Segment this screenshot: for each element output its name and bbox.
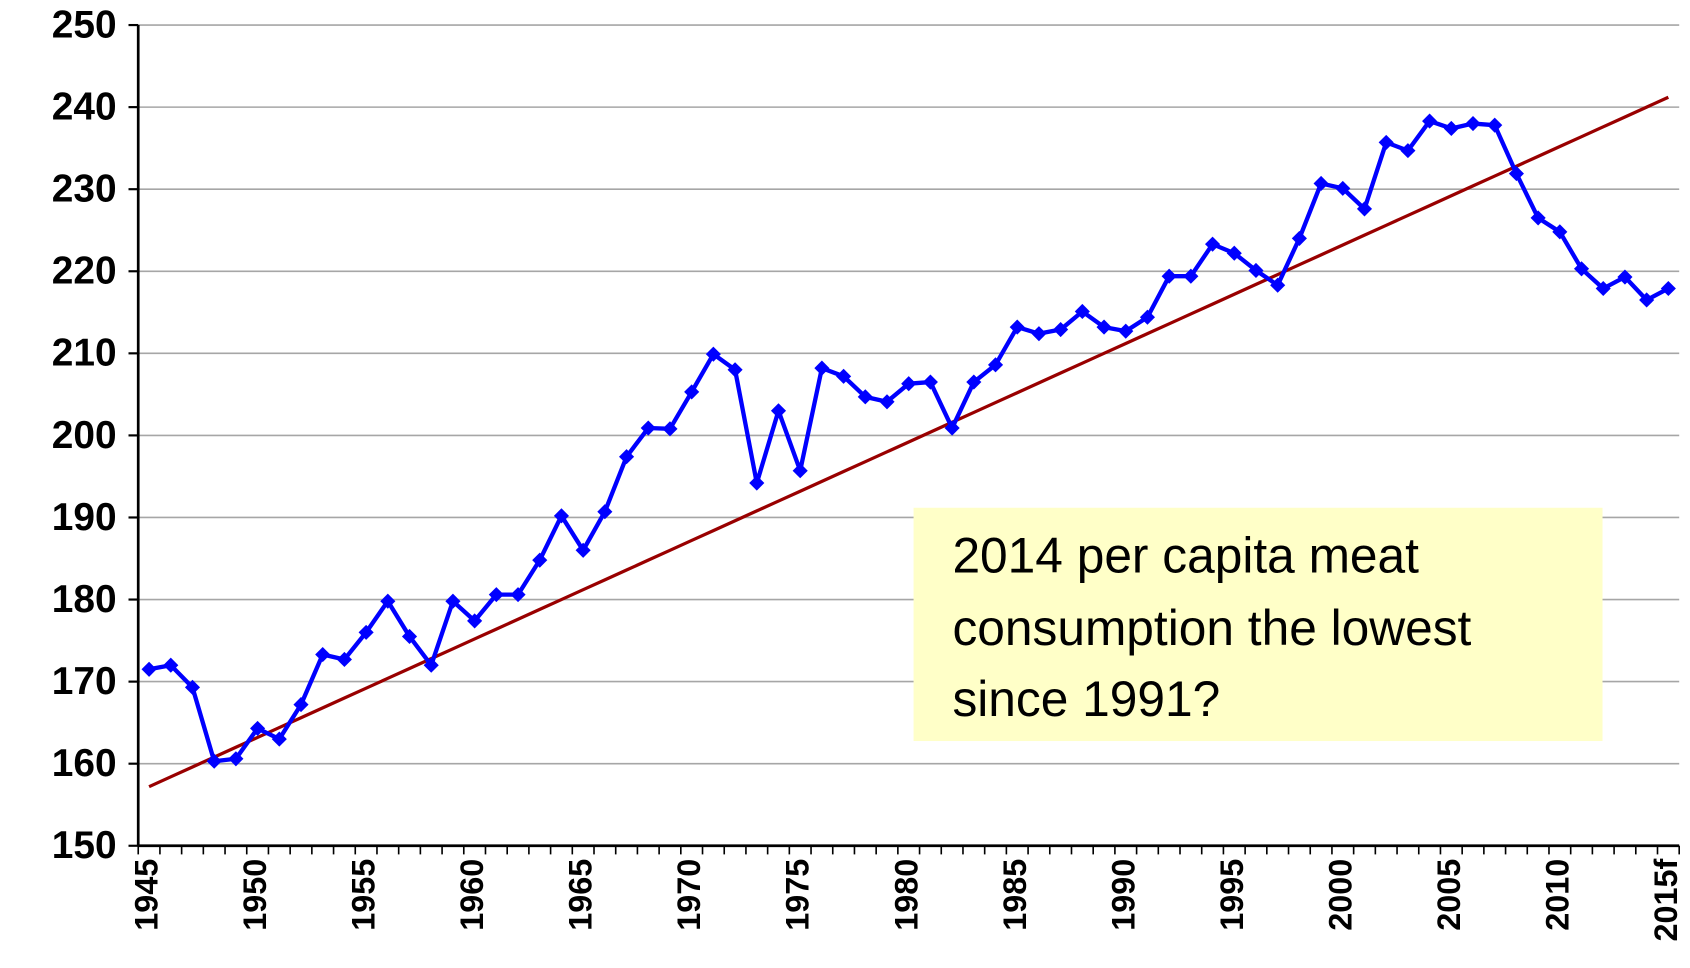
annotation-line: 2014 per capita meat <box>952 528 1419 584</box>
data-point <box>1400 143 1416 159</box>
data-point <box>532 552 548 568</box>
data-point <box>944 420 960 436</box>
x-tick-label: 2010 <box>1539 859 1575 931</box>
data-point <box>836 368 852 384</box>
data-point <box>684 384 700 400</box>
x-tick-label: 1980 <box>888 859 924 931</box>
data-point <box>315 646 331 663</box>
data-point <box>206 753 222 769</box>
data-point <box>1183 268 1199 284</box>
data-point <box>336 651 352 668</box>
data-point <box>423 657 439 673</box>
data-point <box>792 463 808 479</box>
data-point <box>1378 134 1394 150</box>
data-point <box>1226 245 1242 261</box>
data-point <box>1487 117 1503 133</box>
y-tick-label: 250 <box>52 3 117 46</box>
data-point <box>1465 115 1481 132</box>
data-point <box>401 628 418 645</box>
data-point <box>1660 280 1676 297</box>
data-point <box>966 374 982 390</box>
data-point <box>1074 303 1090 320</box>
y-tick-label: 200 <box>52 414 117 457</box>
x-tick-label: 1985 <box>997 859 1033 931</box>
data-point <box>727 362 743 378</box>
data-point <box>662 421 678 437</box>
data-point <box>619 449 635 465</box>
data-point <box>163 657 179 673</box>
data-point <box>814 360 830 376</box>
x-tick-label: 1960 <box>454 859 490 931</box>
data-point <box>705 346 721 362</box>
data-point <box>510 587 526 603</box>
data-point <box>1508 166 1524 182</box>
y-tick-label: 220 <box>52 250 117 293</box>
data-point <box>250 720 266 736</box>
annotation-line: consumption the lowest <box>952 600 1471 656</box>
y-tick-label: 230 <box>52 168 117 211</box>
data-point <box>1313 175 1329 192</box>
data-point <box>184 679 201 695</box>
x-tick-label: 1950 <box>237 859 273 931</box>
data-point <box>1335 180 1351 196</box>
data-point <box>1595 280 1611 297</box>
data-point <box>1443 120 1459 137</box>
x-tick-label: 1970 <box>671 859 707 931</box>
series-line <box>148 95 1670 789</box>
data-point <box>1422 113 1438 129</box>
x-tick-label: 2005 <box>1431 859 1467 931</box>
data-point <box>1031 326 1047 342</box>
x-tick-label: 1955 <box>346 859 382 931</box>
y-tick-label: 180 <box>52 578 117 621</box>
y-tick-label: 190 <box>52 496 117 539</box>
y-tick-label: 240 <box>52 86 117 129</box>
data-point <box>640 420 656 436</box>
x-tick-label: 2015f <box>1648 859 1684 942</box>
data-point <box>770 403 787 419</box>
data-point <box>901 376 917 392</box>
x-tick-label: 1995 <box>1214 859 1250 931</box>
y-tick-label: 150 <box>52 824 117 867</box>
data-point <box>987 357 1004 373</box>
data-point <box>922 374 938 390</box>
x-tick-label: 2000 <box>1322 859 1358 931</box>
data-point <box>1118 323 1134 339</box>
data-point <box>749 475 765 491</box>
annotation-line: since 1991? <box>952 671 1220 727</box>
data-point <box>1530 210 1546 226</box>
x-tick-label: 1975 <box>780 859 816 931</box>
data-point <box>1205 236 1221 252</box>
annotation-box <box>913 507 1603 742</box>
data-point <box>271 731 287 747</box>
x-tick-label: 1990 <box>1105 859 1141 931</box>
x-tick-label: 1965 <box>563 859 599 931</box>
data-point <box>1139 309 1156 325</box>
y-tick-label: 210 <box>52 332 117 375</box>
data-point <box>1161 268 1177 284</box>
y-tick-label: 160 <box>52 742 117 785</box>
data-point <box>1291 230 1307 246</box>
y-tick-label: 170 <box>52 660 117 703</box>
x-tick-label: 1945 <box>129 859 165 931</box>
data-point <box>141 661 157 677</box>
